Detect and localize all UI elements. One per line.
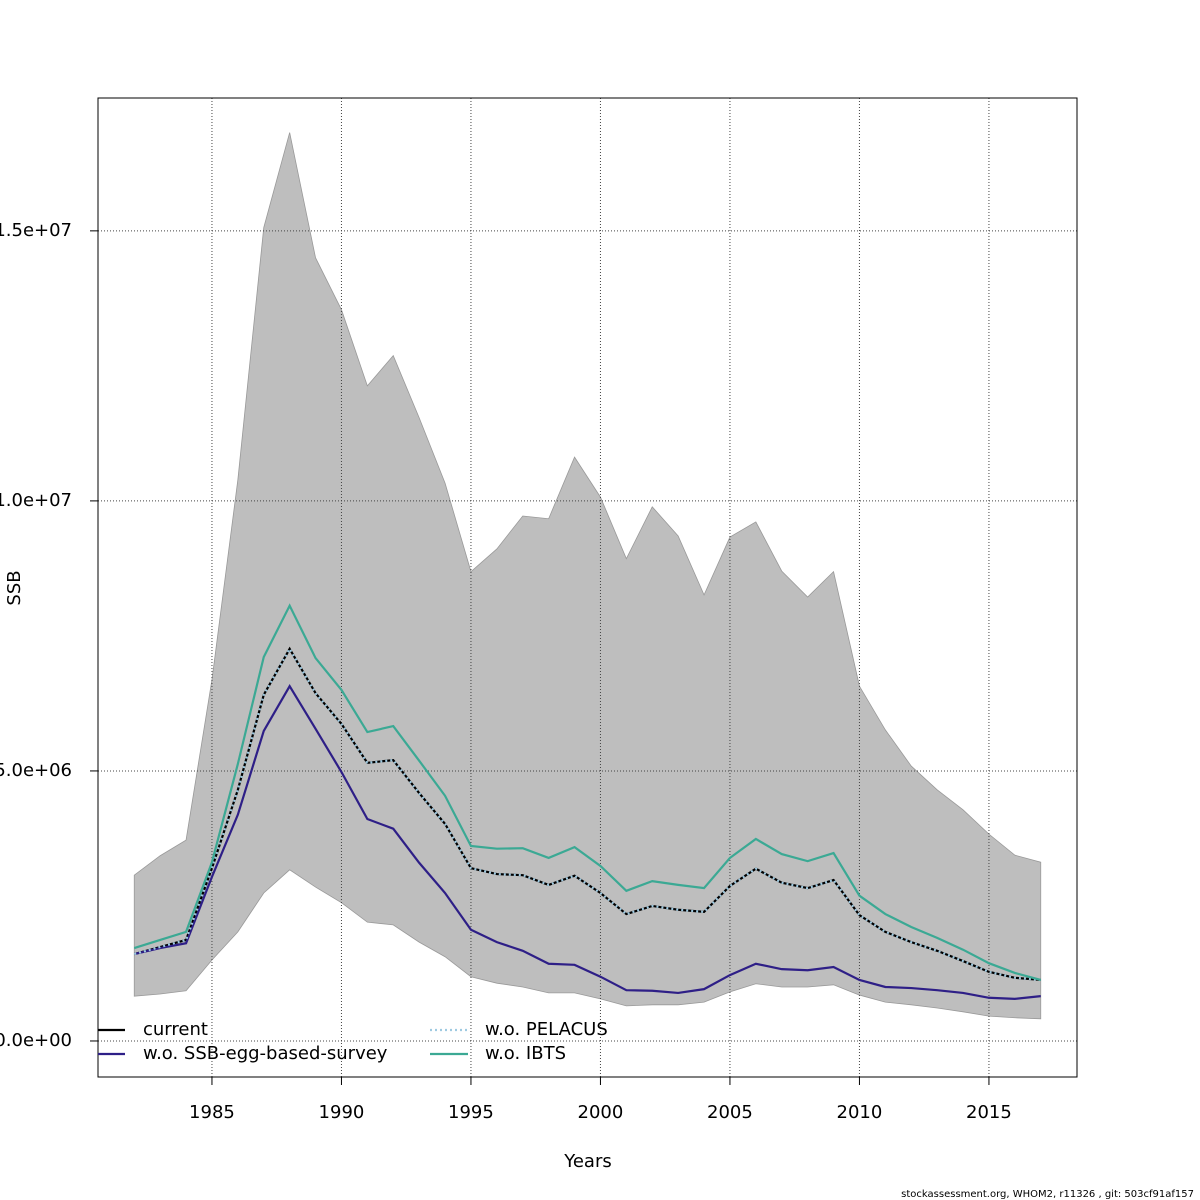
legend-label: w.o. SSB-egg-based-survey [143,1043,388,1064]
legend-label: w.o. IBTS [485,1043,566,1064]
series-line [133,646,1041,982]
y-tick-label: 1.5e+07 [0,220,72,241]
series-line [134,683,1041,1000]
x-tick-label: 1995 [448,1102,494,1123]
x-tick-label: 1990 [319,1102,365,1123]
y-tick-label: 1.0e+07 [0,490,72,511]
y-tick-label: 5.0e+06 [0,760,72,781]
x-tick-label: 2010 [837,1102,883,1123]
confidence-band [133,132,1042,1020]
legend-label: w.o. PELACUS [485,1019,608,1040]
x-tick-label: 2005 [707,1102,753,1123]
x-tick-label: 2000 [578,1102,624,1123]
series-line [133,603,1042,982]
x-tick-label: 1985 [189,1102,235,1123]
x-tick-label: 2015 [966,1102,1012,1123]
y-axis-label: SSB [4,570,25,605]
legend-label: current [143,1019,208,1040]
y-tick-label: 0.0e+00 [0,1030,72,1051]
x-axis-label: Years [563,1151,612,1172]
plot-frame [97,97,1078,1078]
footer: stockassessment.org, WHOM2, r11326 , git… [901,1189,1194,1200]
